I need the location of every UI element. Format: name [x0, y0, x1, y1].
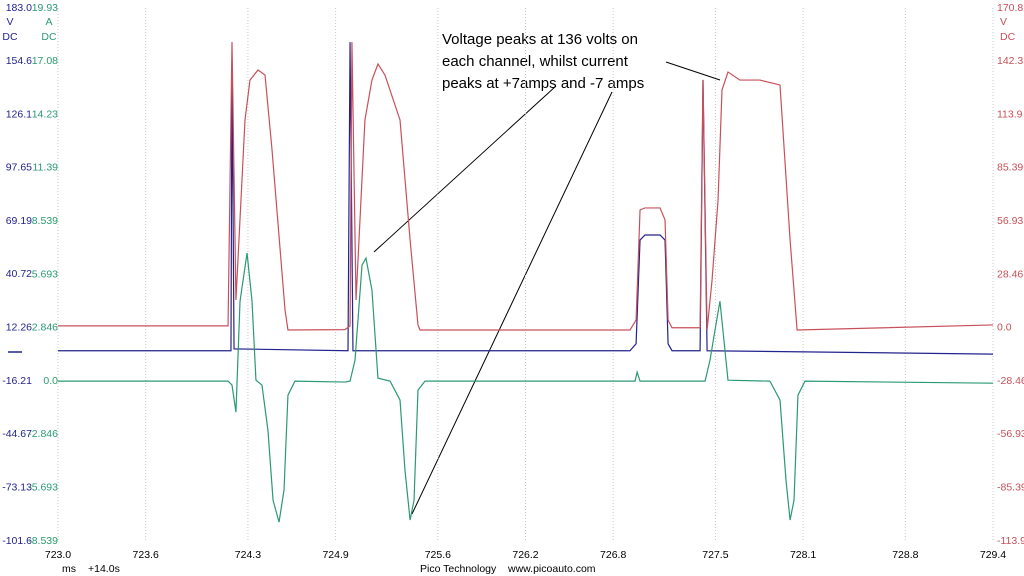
y-tick-label: -2.846 [28, 428, 58, 440]
y-tick-label: 17.08 [32, 55, 58, 67]
y-tick-label: 126.1 [6, 108, 32, 120]
axis-unit: DC [41, 31, 57, 43]
footer-brand: Pico Technology [420, 563, 497, 575]
x-tick-label: 728.1 [790, 549, 816, 561]
y-tick-label: 142.3 [997, 55, 1023, 67]
x-tick-label: 727.5 [702, 549, 728, 561]
axis-unit: V [6, 16, 13, 28]
x-tick-label: 724.3 [235, 549, 261, 561]
y-tick-label: 2.846 [32, 322, 58, 334]
x-unit: ms [62, 563, 76, 575]
y-tick-label: 5.693 [32, 268, 58, 280]
y-tick-label: 183.0 [6, 2, 32, 14]
x-tick-label: 729.4 [980, 549, 1006, 561]
x-tick-label: 725.6 [425, 549, 451, 561]
annotation-line: peaks at +7amps and -7 amps [442, 75, 644, 92]
y-tick-label: 40.72 [6, 268, 32, 280]
y-tick-label: -56.93 [997, 428, 1024, 440]
y-tick-label: 28.46 [997, 268, 1023, 280]
y-tick-label: -73.13 [2, 481, 32, 493]
y-tick-label: 0.0 [43, 375, 58, 387]
axis-unit: A [45, 16, 52, 28]
y-tick-label: -113.9 [997, 535, 1024, 547]
y-tick-label: -8.539 [28, 535, 58, 547]
annotation-line: each channel, whilst current [442, 53, 629, 70]
y-tick-label: 97.65 [6, 162, 32, 174]
y-tick-label: 154.6 [6, 55, 32, 67]
x-tick-label: 723.0 [45, 549, 71, 561]
y-tick-label: -101.6 [2, 535, 32, 547]
y-tick-label: 170.8 [997, 2, 1023, 14]
axis-unit: DC [1000, 31, 1016, 43]
y-tick-label: -44.67 [2, 428, 32, 440]
y-tick-label: 8.539 [32, 215, 58, 227]
x-tick-label: 724.9 [322, 549, 348, 561]
y-tick-label: 19.93 [32, 2, 58, 14]
annotation-pointer [665, 61, 721, 81]
x-tick-label: 723.6 [133, 549, 159, 561]
trace [58, 42, 994, 355]
y-tick-label: -5.693 [28, 481, 58, 493]
x-tick-label: 726.2 [512, 549, 538, 561]
trace [58, 42, 994, 331]
axis-unit: V [1000, 16, 1007, 28]
y-tick-label: -16.21 [2, 375, 32, 387]
x-tick-label: 726.8 [600, 549, 626, 561]
annotation-line: Voltage peaks at 136 volts on [442, 31, 638, 48]
annotation: Voltage peaks at 136 volts on each chann… [373, 31, 721, 515]
y-tick-label: 14.23 [32, 108, 58, 120]
x-offset: +14.0s [88, 563, 120, 575]
y-tick-label: -85.39 [997, 481, 1024, 493]
y-tick-label: -28.46 [997, 375, 1024, 387]
axis-unit: DC [2, 31, 18, 43]
y-tick-label: 85.39 [997, 162, 1023, 174]
footer-url: www.picoauto.com [507, 563, 596, 575]
x-tick-label: 728.8 [892, 549, 918, 561]
trace [58, 252, 994, 523]
y-tick-label: 12.26 [6, 322, 32, 334]
annotation-pointer [411, 91, 613, 515]
y-tick-label: 11.39 [33, 162, 59, 174]
y-tick-label: 69.19 [6, 215, 32, 227]
y-tick-label: 0.0 [997, 322, 1012, 334]
y-tick-label: 56.93 [997, 215, 1023, 227]
y-tick-label: 113.9 [997, 108, 1023, 120]
